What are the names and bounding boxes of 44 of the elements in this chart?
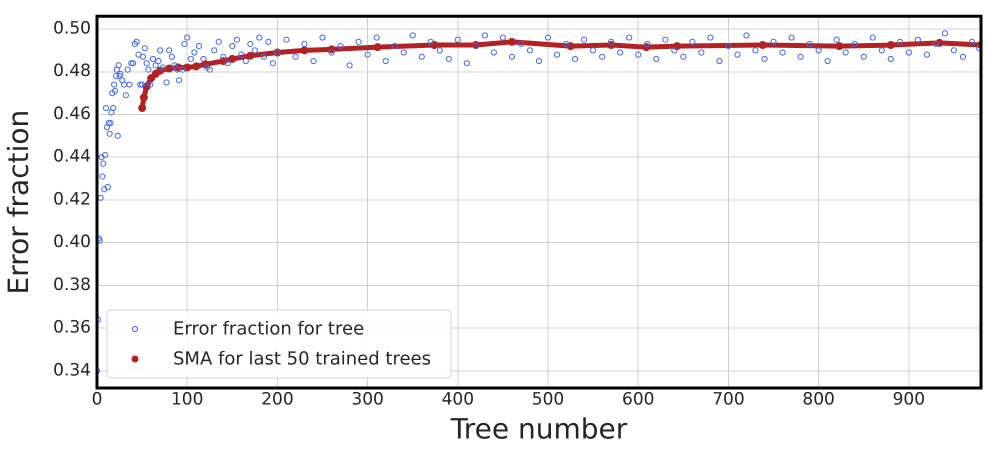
point [835, 42, 844, 50]
y-tick-label: 0.46 [53, 104, 91, 124]
x-tick-label: 300 [351, 390, 384, 410]
y-tick-label: 0.44 [53, 146, 91, 167]
x-axis-title: Tree number [450, 412, 628, 446]
y-tick-label: 0.34 [53, 360, 91, 380]
y-tick-label: 0.42 [53, 189, 91, 210]
point [508, 38, 516, 46]
point [183, 63, 192, 72]
y-axis-title: Error fraction [2, 110, 36, 294]
x-tick-label: 800 [802, 390, 835, 410]
point [374, 43, 382, 52]
point [430, 41, 438, 50]
x-tick-label: 400 [442, 390, 474, 410]
point [566, 42, 575, 50]
x-tick-label: 600 [622, 390, 654, 410]
y-tick-label: 0.50 [53, 18, 91, 38]
point [192, 62, 200, 70]
point [246, 52, 254, 60]
x-tick-label: 500 [532, 390, 564, 410]
point [165, 64, 174, 73]
point [758, 41, 767, 50]
point [886, 41, 895, 50]
point [142, 82, 151, 91]
x-tick-label: 0 [92, 390, 102, 410]
point [228, 54, 236, 63]
y-tick-label: 0.40 [53, 232, 91, 252]
y-tick-label: 0.38 [53, 274, 91, 295]
point [300, 46, 308, 54]
x-tick-label: 900 [892, 390, 926, 410]
point [138, 104, 146, 112]
legend-label: SMA for last 50 trained trees [173, 348, 431, 370]
x-tick-label: 200 [261, 390, 294, 410]
y-tick-label: 0.36 [53, 318, 91, 338]
point [140, 93, 148, 102]
point [673, 42, 682, 50]
legend-label: Error fraction for tree [173, 318, 364, 340]
point [152, 70, 160, 78]
y-tick-label: 0.48 [53, 61, 91, 82]
point [219, 57, 228, 66]
x-tick-label: 100 [170, 390, 204, 410]
point [147, 74, 156, 82]
x-tick-label: 700 [712, 390, 745, 410]
point [156, 66, 164, 75]
